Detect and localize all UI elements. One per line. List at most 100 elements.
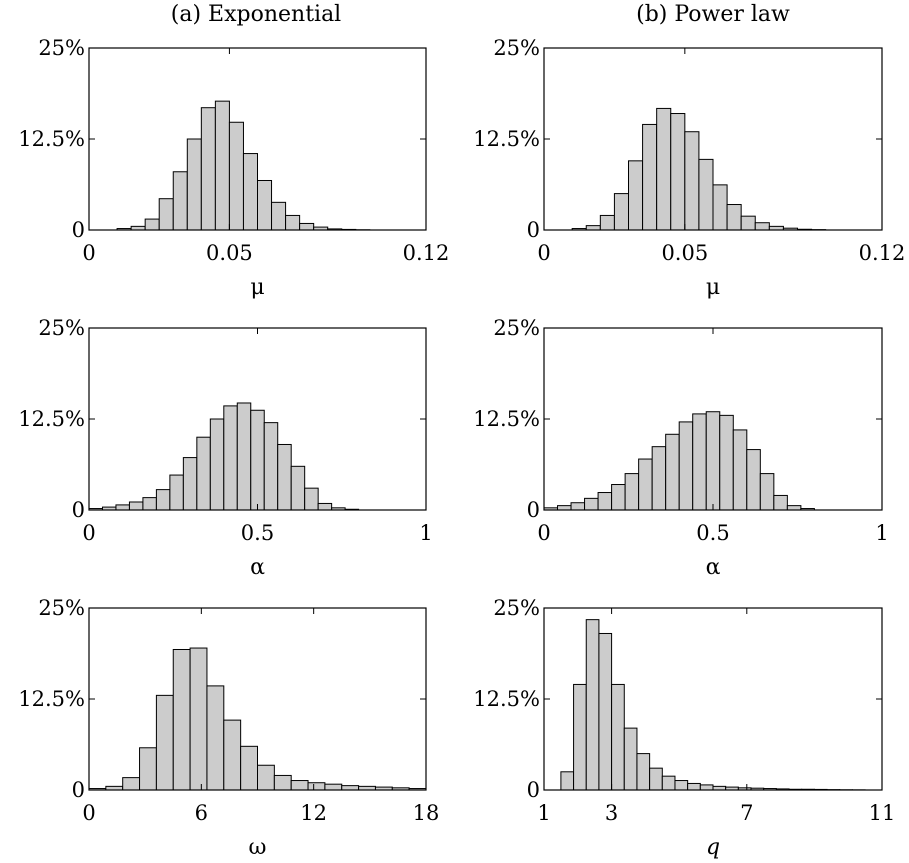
histogram-bar xyxy=(158,198,174,231)
bars xyxy=(571,107,827,231)
histogram-bar xyxy=(236,402,252,511)
y-tick-label: 12.5% xyxy=(18,407,85,431)
bars xyxy=(88,647,427,791)
x-axis-label: μ xyxy=(706,275,720,300)
histogram-bar xyxy=(611,683,625,791)
x-axis-label: α xyxy=(250,555,265,580)
histogram-exponential-mu: 0 12.5% 25% 0 0.05 0.12 μ xyxy=(18,38,449,300)
x-tick-label: 0.05 xyxy=(206,241,253,265)
histogram-bar xyxy=(719,414,734,511)
histogram-bar xyxy=(684,131,700,231)
histogram-bar xyxy=(189,647,208,791)
y-tick-label: 12.5% xyxy=(473,127,540,151)
histogram-bar xyxy=(642,123,658,231)
histogram-bar xyxy=(273,774,292,791)
histogram-bar xyxy=(169,474,184,511)
histogram-exponential-omega: 0 12.5% 25% 0 6 12 18 ω xyxy=(18,598,439,860)
histogram-bar xyxy=(206,685,225,791)
histogram-bar xyxy=(773,494,788,511)
histogram-bar xyxy=(240,745,258,791)
histogram-powerlaw-q: 0 12.5% 25% 1 3 7 11 q xyxy=(473,598,895,860)
x-axis-label: ω xyxy=(249,835,267,860)
histogram-bar xyxy=(687,782,701,791)
bars xyxy=(543,411,815,511)
x-tick-label: 1 xyxy=(537,801,550,825)
histogram-bar xyxy=(223,405,238,511)
x-tick-label: 6 xyxy=(195,801,208,825)
y-tick-label: 12.5% xyxy=(473,687,540,711)
histogram-bar xyxy=(573,683,587,791)
histogram-bar xyxy=(257,764,275,791)
histogram-bar xyxy=(651,446,667,511)
histogram-bar xyxy=(585,619,600,791)
histogram-bar xyxy=(317,502,333,511)
x-tick-label: 0 xyxy=(82,241,95,265)
histogram-bar xyxy=(122,777,141,791)
x-tick-label: 0.5 xyxy=(241,521,274,545)
y-tick-label: 25% xyxy=(38,38,85,60)
histogram-bar xyxy=(665,433,680,511)
histogram-bar xyxy=(699,784,714,791)
histogram-bar xyxy=(128,501,144,511)
y-tick-label: 25% xyxy=(493,38,540,60)
histogram-bar xyxy=(324,783,343,791)
histogram-bar xyxy=(754,222,770,231)
histogram-bar xyxy=(786,505,802,511)
histogram-bar xyxy=(263,422,279,511)
histogram-bar xyxy=(692,413,707,511)
histogram-bar xyxy=(628,160,644,231)
histogram-bar xyxy=(649,767,663,791)
histogram-bar xyxy=(285,214,301,231)
x-tick-label: 12 xyxy=(300,801,327,825)
histogram-exponential-alpha: 0 12.5% 25% 0 0.5 1 α xyxy=(18,318,432,580)
histogram-bar xyxy=(307,782,326,791)
histogram-bar xyxy=(661,775,676,791)
bars xyxy=(88,402,360,511)
histogram-powerlaw-alpha: 0 12.5% 25% 0 0.5 1 α xyxy=(473,318,888,580)
histogram-bar xyxy=(624,473,640,511)
histogram-bar xyxy=(599,214,615,231)
x-axis-label: μ xyxy=(250,275,264,300)
histogram-bar xyxy=(746,449,761,511)
x-axis-label: q xyxy=(706,835,720,860)
histogram-bar xyxy=(705,411,721,511)
x-tick-label: 7 xyxy=(740,801,753,825)
y-tick-label: 12.5% xyxy=(18,127,85,151)
histogram-powerlaw-mu: 0 12.5% 25% 0 0.05 0.12 μ xyxy=(473,38,905,300)
x-tick-label: 0 xyxy=(82,801,95,825)
histogram-bar xyxy=(196,436,211,511)
histogram-bar xyxy=(732,429,748,511)
column-title-power-law: (b) Power law xyxy=(636,2,790,27)
histogram-bar xyxy=(172,648,191,791)
histogram-bar xyxy=(115,504,130,511)
x-tick-label: 0 xyxy=(537,521,550,545)
y-tick-label: 12.5% xyxy=(18,687,85,711)
histogram-bar xyxy=(214,100,230,231)
histogram-bar xyxy=(299,222,315,231)
x-tick-label: 1 xyxy=(419,521,432,545)
histogram-bar xyxy=(304,487,319,511)
histogram-bar xyxy=(228,121,244,231)
y-tick-label: 0 xyxy=(527,778,540,802)
histogram-bar xyxy=(638,458,653,511)
histogram-bar xyxy=(144,218,160,231)
y-tick-label: 0 xyxy=(527,498,540,522)
histogram-bar xyxy=(597,492,613,511)
y-tick-label: 12.5% xyxy=(473,407,540,431)
x-tick-label: 0 xyxy=(537,241,550,265)
y-tick-label: 25% xyxy=(493,318,540,340)
x-tick-label: 0.05 xyxy=(661,241,708,265)
histogram-bar xyxy=(570,502,586,511)
histogram-bar xyxy=(674,780,689,791)
histogram-bar xyxy=(155,489,171,511)
y-tick-label: 0 xyxy=(72,778,85,802)
histogram-bar xyxy=(698,158,714,231)
histogram-bar xyxy=(250,409,265,511)
y-tick-label: 25% xyxy=(38,318,85,340)
histogram-bar xyxy=(341,785,360,791)
histogram-bar xyxy=(139,747,157,791)
histogram-bar xyxy=(223,719,242,791)
histogram-bar xyxy=(557,505,572,511)
histogram-bar xyxy=(257,179,273,231)
histogram-bar xyxy=(209,418,225,511)
